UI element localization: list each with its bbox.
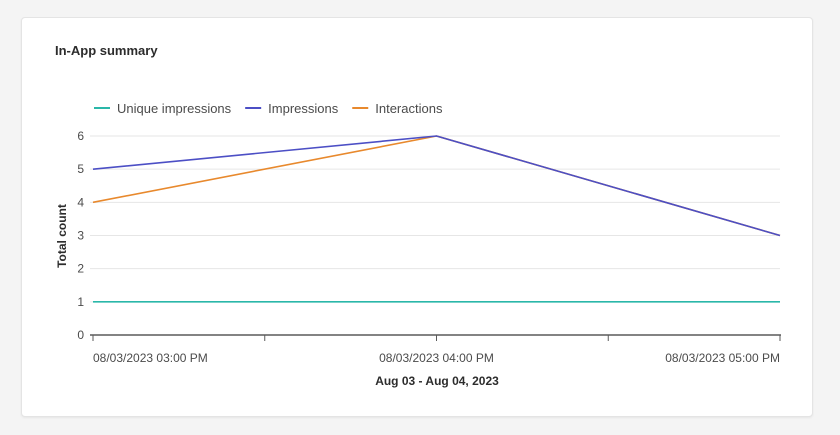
y-tick-label: 2	[77, 262, 84, 276]
x-axis-title: Aug 03 - Aug 04, 2023	[375, 374, 499, 388]
legend-label: Interactions	[375, 101, 443, 116]
y-tick-label: 1	[77, 295, 84, 309]
series-line-interactions[interactable]	[92, 135, 781, 237]
legend-item[interactable]: Unique impressions	[94, 101, 232, 116]
series-line-impressions[interactable]	[92, 135, 781, 237]
x-axis	[90, 334, 781, 341]
y-tick-label: 4	[77, 195, 84, 209]
legend-item[interactable]: Impressions	[245, 101, 339, 116]
card-title: In-App summary	[55, 43, 158, 58]
x-axis-ticks: 08/03/2023 03:00 PM 08/03/2023 04:00 PM 08…	[93, 351, 780, 365]
y-tick-label: 0	[77, 328, 84, 342]
chart-legend: Unique impressions Impressions Interaction…	[94, 101, 443, 116]
x-tick-label: 08/03/2023 03:00 PM	[93, 351, 208, 365]
legend-label: Impressions	[268, 101, 339, 116]
x-tick-label: 08/03/2023 05:00 PM	[665, 351, 780, 365]
y-axis-ticks: 0 1 2 3 4 5 6	[77, 129, 84, 342]
x-tick-label: 08/03/2023 04:00 PM	[379, 351, 494, 365]
y-tick-label: 5	[77, 162, 84, 176]
in-app-summary-card: In-App summary	[21, 17, 813, 417]
legend-label: Unique impressions	[117, 101, 232, 116]
y-tick-label: 3	[77, 229, 84, 243]
y-tick-label: 6	[77, 129, 84, 143]
legend-item[interactable]: Interactions	[352, 101, 443, 116]
chart-gridlines	[90, 135, 780, 303]
chart-series	[92, 135, 781, 303]
y-axis-title: Total count	[55, 204, 69, 268]
